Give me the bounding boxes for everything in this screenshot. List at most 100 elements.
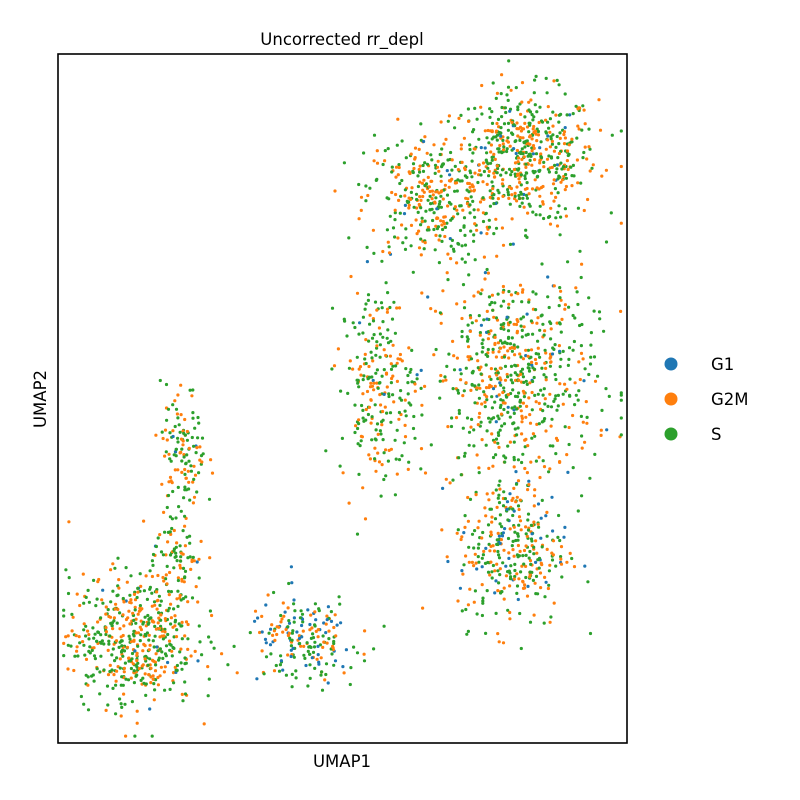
scatter-point-g2m xyxy=(501,284,505,289)
scatter-point-s xyxy=(375,422,380,426)
scatter-point-g2m xyxy=(180,620,184,625)
scatter-point-g1 xyxy=(483,146,487,150)
scatter-point-g1 xyxy=(287,621,292,625)
scatter-point-s xyxy=(159,599,163,603)
scatter-point-s xyxy=(139,678,143,683)
scatter-point-s xyxy=(312,645,317,649)
scatter-point-g2m xyxy=(104,612,108,616)
scatter-point-s xyxy=(148,587,152,591)
scatter-point-g2m xyxy=(163,665,167,669)
scatter-point-s xyxy=(531,118,535,122)
scatter-point-s xyxy=(82,601,86,605)
scatter-point-g2m xyxy=(481,161,486,165)
scatter-point-g2m xyxy=(482,549,486,554)
scatter-point-s xyxy=(406,373,410,378)
scatter-point-g2m xyxy=(186,622,190,627)
scatter-point-s xyxy=(443,225,448,229)
scatter-point-s xyxy=(365,245,369,249)
scatter-point-g2m xyxy=(449,257,453,261)
scatter-point-g1 xyxy=(504,564,508,568)
scatter-point-s xyxy=(399,389,403,393)
scatter-point-s xyxy=(381,320,385,324)
scatter-point-s xyxy=(400,178,404,183)
scatter-point-g2m xyxy=(570,137,574,141)
scatter-point-s xyxy=(530,539,534,543)
scatter-point-g2m xyxy=(563,136,568,140)
scatter-point-g2m xyxy=(558,382,562,386)
scatter-point-s xyxy=(543,348,547,352)
scatter-point-s xyxy=(370,375,374,379)
scatter-point-s xyxy=(320,688,325,692)
scatter-point-g2m xyxy=(423,471,428,475)
scatter-point-g2m xyxy=(488,195,492,200)
scatter-point-g1 xyxy=(479,231,483,235)
scatter-point-g1 xyxy=(310,656,314,660)
scatter-point-s xyxy=(544,76,548,80)
scatter-point-s xyxy=(353,325,357,330)
scatter-point-g2m xyxy=(513,161,518,165)
scatter-point-g1 xyxy=(448,237,452,241)
scatter-point-g1 xyxy=(494,420,498,424)
scatter-point-g1 xyxy=(544,580,548,584)
scatter-point-s xyxy=(139,633,143,637)
scatter-point-s xyxy=(86,708,91,712)
scatter-point-s xyxy=(133,608,137,612)
scatter-point-s xyxy=(509,173,513,177)
scatter-point-g2m xyxy=(541,202,545,206)
scatter-point-g2m xyxy=(462,136,466,140)
scatter-point-s xyxy=(503,460,507,464)
scatter-point-g2m xyxy=(539,561,543,565)
scatter-point-s xyxy=(437,261,441,265)
scatter-point-g2m xyxy=(475,453,479,457)
scatter-point-g2m xyxy=(334,634,338,638)
scatter-point-s xyxy=(516,105,520,109)
scatter-point-s xyxy=(87,637,91,641)
scatter-point-g2m xyxy=(413,146,418,150)
scatter-point-s xyxy=(179,559,183,563)
scatter-point-s xyxy=(489,377,493,381)
scatter-point-g2m xyxy=(520,100,524,104)
scatter-point-s xyxy=(411,270,415,274)
scatter-point-s xyxy=(391,226,396,230)
scatter-point-g2m xyxy=(476,290,480,294)
scatter-point-g2m xyxy=(581,420,585,424)
scatter-point-s xyxy=(419,467,423,471)
scatter-point-s xyxy=(558,131,562,135)
scatter-point-g2m xyxy=(178,593,182,598)
scatter-point-g2m xyxy=(518,352,522,356)
scatter-point-s xyxy=(497,417,501,421)
scatter-point-s xyxy=(566,363,571,367)
scatter-point-g2m xyxy=(439,219,443,223)
scatter-point-g2m xyxy=(545,547,549,552)
scatter-point-s xyxy=(560,167,564,171)
scatter-point-g2m xyxy=(466,355,470,359)
scatter-point-s xyxy=(478,331,482,335)
scatter-point-g2m xyxy=(166,540,170,544)
scatter-point-s xyxy=(373,457,377,461)
scatter-point-g2m xyxy=(559,289,563,293)
scatter-point-s xyxy=(133,734,137,738)
scatter-point-g1 xyxy=(403,203,407,207)
scatter-point-s xyxy=(536,392,540,396)
scatter-point-s xyxy=(539,140,543,144)
scatter-point-g1 xyxy=(508,492,512,496)
scatter-point-s xyxy=(374,178,378,182)
scatter-point-g2m xyxy=(193,649,197,654)
scatter-point-g2m xyxy=(551,124,555,128)
scatter-point-s xyxy=(482,318,486,322)
scatter-point-g2m xyxy=(417,229,421,233)
scatter-point-g2m xyxy=(163,454,167,458)
scatter-point-s xyxy=(555,134,559,139)
scatter-point-g2m xyxy=(198,445,202,449)
scatter-point-s xyxy=(528,620,533,624)
scatter-point-g2m xyxy=(209,458,213,462)
scatter-point-g2m xyxy=(183,634,187,638)
scatter-point-s xyxy=(364,361,368,366)
scatter-point-s xyxy=(506,608,510,612)
scatter-point-g2m xyxy=(544,366,548,370)
scatter-point-g2m xyxy=(395,361,399,365)
scatter-point-g1 xyxy=(514,151,518,156)
scatter-point-g2m xyxy=(299,644,303,648)
scatter-point-g2m xyxy=(516,292,520,296)
scatter-point-s xyxy=(445,364,449,368)
